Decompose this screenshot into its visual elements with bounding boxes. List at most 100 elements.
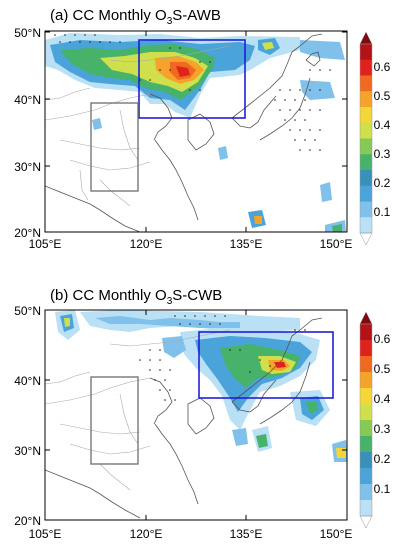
panel-a-coastline [45, 33, 323, 232]
panel-a-ylabel-40n: 40°N [14, 93, 41, 107]
panel-b-x-ticks [44, 310, 348, 520]
panel-b: (b) CC Monthly O3S-CWB [14, 287, 390, 541]
panel-b-ylabel-50n: 50°N [14, 304, 41, 318]
panel-a-blue-box [138, 39, 246, 119]
panel-b-colorbar-cell [360, 356, 372, 373]
panel-b-ylabel-30n: 30°N [14, 444, 41, 458]
panel-b-north-2 [95, 316, 240, 328]
panel-a-colorbar-cell [360, 217, 372, 234]
panel-a-y-ticks [45, 31, 347, 233]
panel-a-borders [45, 45, 231, 207]
panel-a-colorbar-cell [360, 59, 372, 76]
panel-a-colorbar-top-triangle [359, 31, 373, 45]
panel-a-ylabel-30n: 30°N [14, 160, 41, 174]
panel-a-xlabel-135e: 135°E [230, 237, 263, 251]
panel-b-colorbar-cell [360, 484, 372, 501]
panel-b-mid-south [232, 428, 248, 446]
panel-a-cb-label-0.3: 0.3 [374, 147, 391, 161]
panel-b-colorbar-cell [360, 372, 372, 389]
panel-b-map [45, 310, 347, 519]
panel-a-axes-frame [44, 30, 348, 233]
panel-a-ylabel-20n: 20°N [14, 226, 41, 240]
panel-a-cb-label-0.5: 0.5 [374, 89, 391, 103]
panel-b-colorbar-cell [360, 388, 372, 405]
panel-a-contour-fill [45, 33, 346, 232]
panel-b-colorbar-cell [360, 340, 372, 357]
panel-b-main-6 [274, 362, 286, 368]
panel-a-gray-box [90, 102, 139, 192]
panel-a-colorbar-cell [360, 91, 372, 108]
panel-a-colorbar: 0.6 0.5 0.4 0.3 0.2 0.1 [359, 31, 391, 246]
panel-b-gray-box [90, 376, 139, 465]
panel-b-colorbar-frame [359, 323, 373, 517]
panel-a-map [45, 33, 346, 232]
panel-b-colorbar-cell [360, 404, 372, 421]
panel-b-cb-label-0.2: 0.2 [374, 452, 391, 466]
panel-a-title: (a) CC Monthly O3S-AWB [50, 7, 221, 27]
panel-b-colorbar-cell [360, 468, 372, 485]
panel-b-colorbar-cell [360, 324, 372, 341]
panel-a-band-7 [176, 66, 190, 77]
panel-a-cb-label-0.6: 0.6 [374, 60, 391, 74]
panel-a-xlabel-120e: 120°E [130, 237, 163, 251]
panel-b-colorbar: 0.6 0.5 0.4 0.3 0.2 0.1 [359, 311, 391, 529]
panel-a-colorbar-labels: 0.6 0.5 0.4 0.3 0.2 0.1 [374, 60, 391, 219]
panel-b-ylabel-40n: 40°N [14, 374, 41, 388]
panel-b-title: (b) CC Monthly O3S-CWB [50, 287, 222, 307]
panel-b-borders [45, 329, 231, 491]
panel-b-coastline [45, 317, 323, 519]
panel-a-significance-dots [54, 34, 331, 151]
panel-b-cb-label-0.4: 0.4 [374, 392, 391, 406]
panel-b-cb-label-0.5: 0.5 [374, 362, 391, 376]
panel-b-xlabel-105e: 105°E [29, 527, 62, 541]
panel-b-colorbar-cell [360, 436, 372, 453]
panel-a-colorbar-cell [360, 185, 372, 202]
panel-b-colorbar-cell [360, 500, 372, 517]
panel-a-ne-core [262, 42, 274, 50]
panel-a-south-core [254, 216, 262, 224]
panel-a-colorbar-cells [359, 31, 373, 246]
panel-b-colorbar-bottom-triangle [359, 515, 373, 529]
panel-a-se-core [332, 224, 342, 232]
panel-a-xlabel-105e: 105°E [29, 237, 62, 251]
panel-a-colorbar-cell [360, 154, 372, 171]
panel-b-ylabel-20n: 20°N [14, 514, 41, 528]
panel-a-colorbar-bottom-triangle [359, 232, 373, 246]
panel-b-south-core [256, 434, 268, 448]
panel-b-axes-frame [44, 309, 348, 521]
panel-b-colorbar-cell [360, 452, 372, 469]
panel-b-blue-box [198, 331, 334, 399]
panel-a-colorbar-cell [360, 170, 372, 187]
panel-a-cb-label-0.1: 0.1 [374, 205, 391, 219]
panel-b-y-ticks [45, 309, 347, 521]
panel-a-xlabel-150e: 150°E [320, 237, 353, 251]
panel-a-ylabel-50n: 50°N [14, 26, 41, 40]
panel-b-significance-dots [139, 315, 306, 401]
panel-b-xlabel-150e: 150°E [320, 527, 353, 541]
panel-a-colorbar-cell [360, 75, 372, 92]
panel-b-cb-label-0.1: 0.1 [374, 482, 391, 496]
panel-b-xlabel-135e: 135°E [230, 527, 263, 541]
panel-a-colorbar-cell [360, 107, 372, 124]
panel-a-west-patch [92, 118, 102, 130]
panel-b-nw-core [64, 318, 70, 327]
panel-a-cb-label-0.2: 0.2 [374, 176, 391, 190]
panel-b-cb-label-0.3: 0.3 [374, 422, 391, 436]
panel-b-west-blob [162, 336, 186, 358]
panel-a-colorbar-cell [360, 138, 372, 155]
panel-b-xlabel-120e: 120°E [130, 527, 163, 541]
panel-b-cb-label-0.6: 0.6 [374, 332, 391, 346]
panel-a-se-patch [320, 182, 332, 202]
panel-a-colorbar-cell [360, 201, 372, 218]
panel-a-mid-patch [218, 146, 228, 160]
panel-b-colorbar-labels: 0.6 0.5 0.4 0.3 0.2 0.1 [374, 332, 391, 496]
panel-a-colorbar-cell [360, 122, 372, 139]
panel-a-colorbar-cell [360, 44, 372, 61]
panel-b-colorbar-top-triangle [359, 311, 373, 325]
panel-b-east-core [306, 402, 318, 414]
panel-b-main-3 [220, 344, 300, 388]
panel-b-colorbar-cell [360, 420, 372, 437]
panel-a-colorbar-frame [359, 43, 373, 234]
panel-a-x-ticks [44, 31, 348, 232]
